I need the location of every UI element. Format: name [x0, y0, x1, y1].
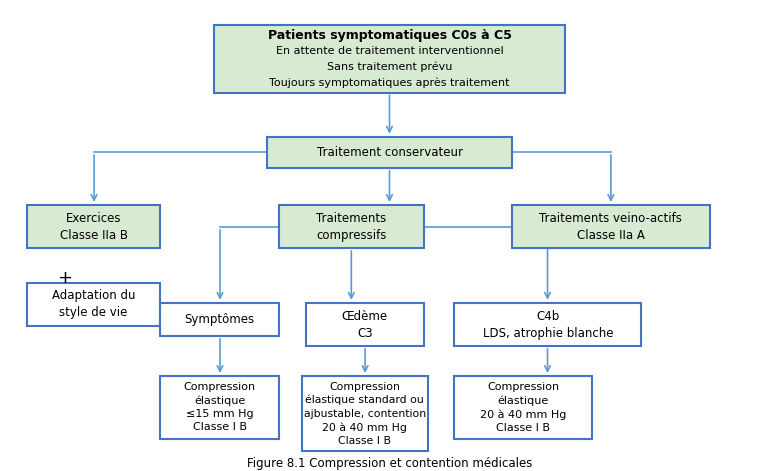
Text: Traitement conservateur: Traitement conservateur	[316, 146, 463, 159]
FancyBboxPatch shape	[279, 205, 424, 248]
Text: Exercices
Classe IIa B: Exercices Classe IIa B	[60, 212, 128, 242]
FancyBboxPatch shape	[26, 283, 160, 326]
Text: En attente de traitement interventionnel: En attente de traitement interventionnel	[276, 46, 503, 56]
FancyBboxPatch shape	[160, 303, 279, 336]
FancyBboxPatch shape	[454, 303, 641, 346]
Text: Compression
élastique
≤15 mm Hg
Classe I B: Compression élastique ≤15 mm Hg Classe I…	[184, 382, 256, 432]
Text: Traitements
compressifs: Traitements compressifs	[316, 212, 386, 242]
FancyBboxPatch shape	[214, 25, 565, 92]
FancyBboxPatch shape	[512, 205, 710, 248]
FancyBboxPatch shape	[267, 137, 512, 168]
FancyBboxPatch shape	[454, 376, 592, 439]
Text: Toujours symptomatiques après traitement: Toujours symptomatiques après traitement	[270, 77, 509, 88]
Text: Compression
élastique standard ou
ajbustable, contention
20 à 40 mm Hg
Classe I : Compression élastique standard ou ajbust…	[304, 382, 426, 446]
Text: Sans traitement prévu: Sans traitement prévu	[327, 61, 452, 72]
FancyBboxPatch shape	[160, 376, 279, 439]
Text: Symptômes: Symptômes	[185, 313, 255, 326]
Text: Œdème
C3: Œdème C3	[342, 309, 388, 340]
Text: Compression
élastique
20 à 40 mm Hg
Classe I B: Compression élastique 20 à 40 mm Hg Clas…	[480, 382, 566, 433]
FancyBboxPatch shape	[26, 205, 160, 248]
Text: Patients symptomatiques C0s à C5: Patients symptomatiques C0s à C5	[267, 29, 512, 41]
Text: Adaptation du
style de vie: Adaptation du style de vie	[52, 290, 136, 319]
Text: Traitements veino-actifs
Classe IIa A: Traitements veino-actifs Classe IIa A	[539, 212, 682, 242]
Text: +: +	[58, 269, 72, 287]
Text: Figure 8.1 Compression et contention médicales: Figure 8.1 Compression et contention méd…	[247, 457, 532, 470]
FancyBboxPatch shape	[301, 376, 428, 451]
Text: C4b
LDS, atrophie blanche: C4b LDS, atrophie blanche	[483, 309, 613, 340]
FancyBboxPatch shape	[305, 303, 424, 346]
